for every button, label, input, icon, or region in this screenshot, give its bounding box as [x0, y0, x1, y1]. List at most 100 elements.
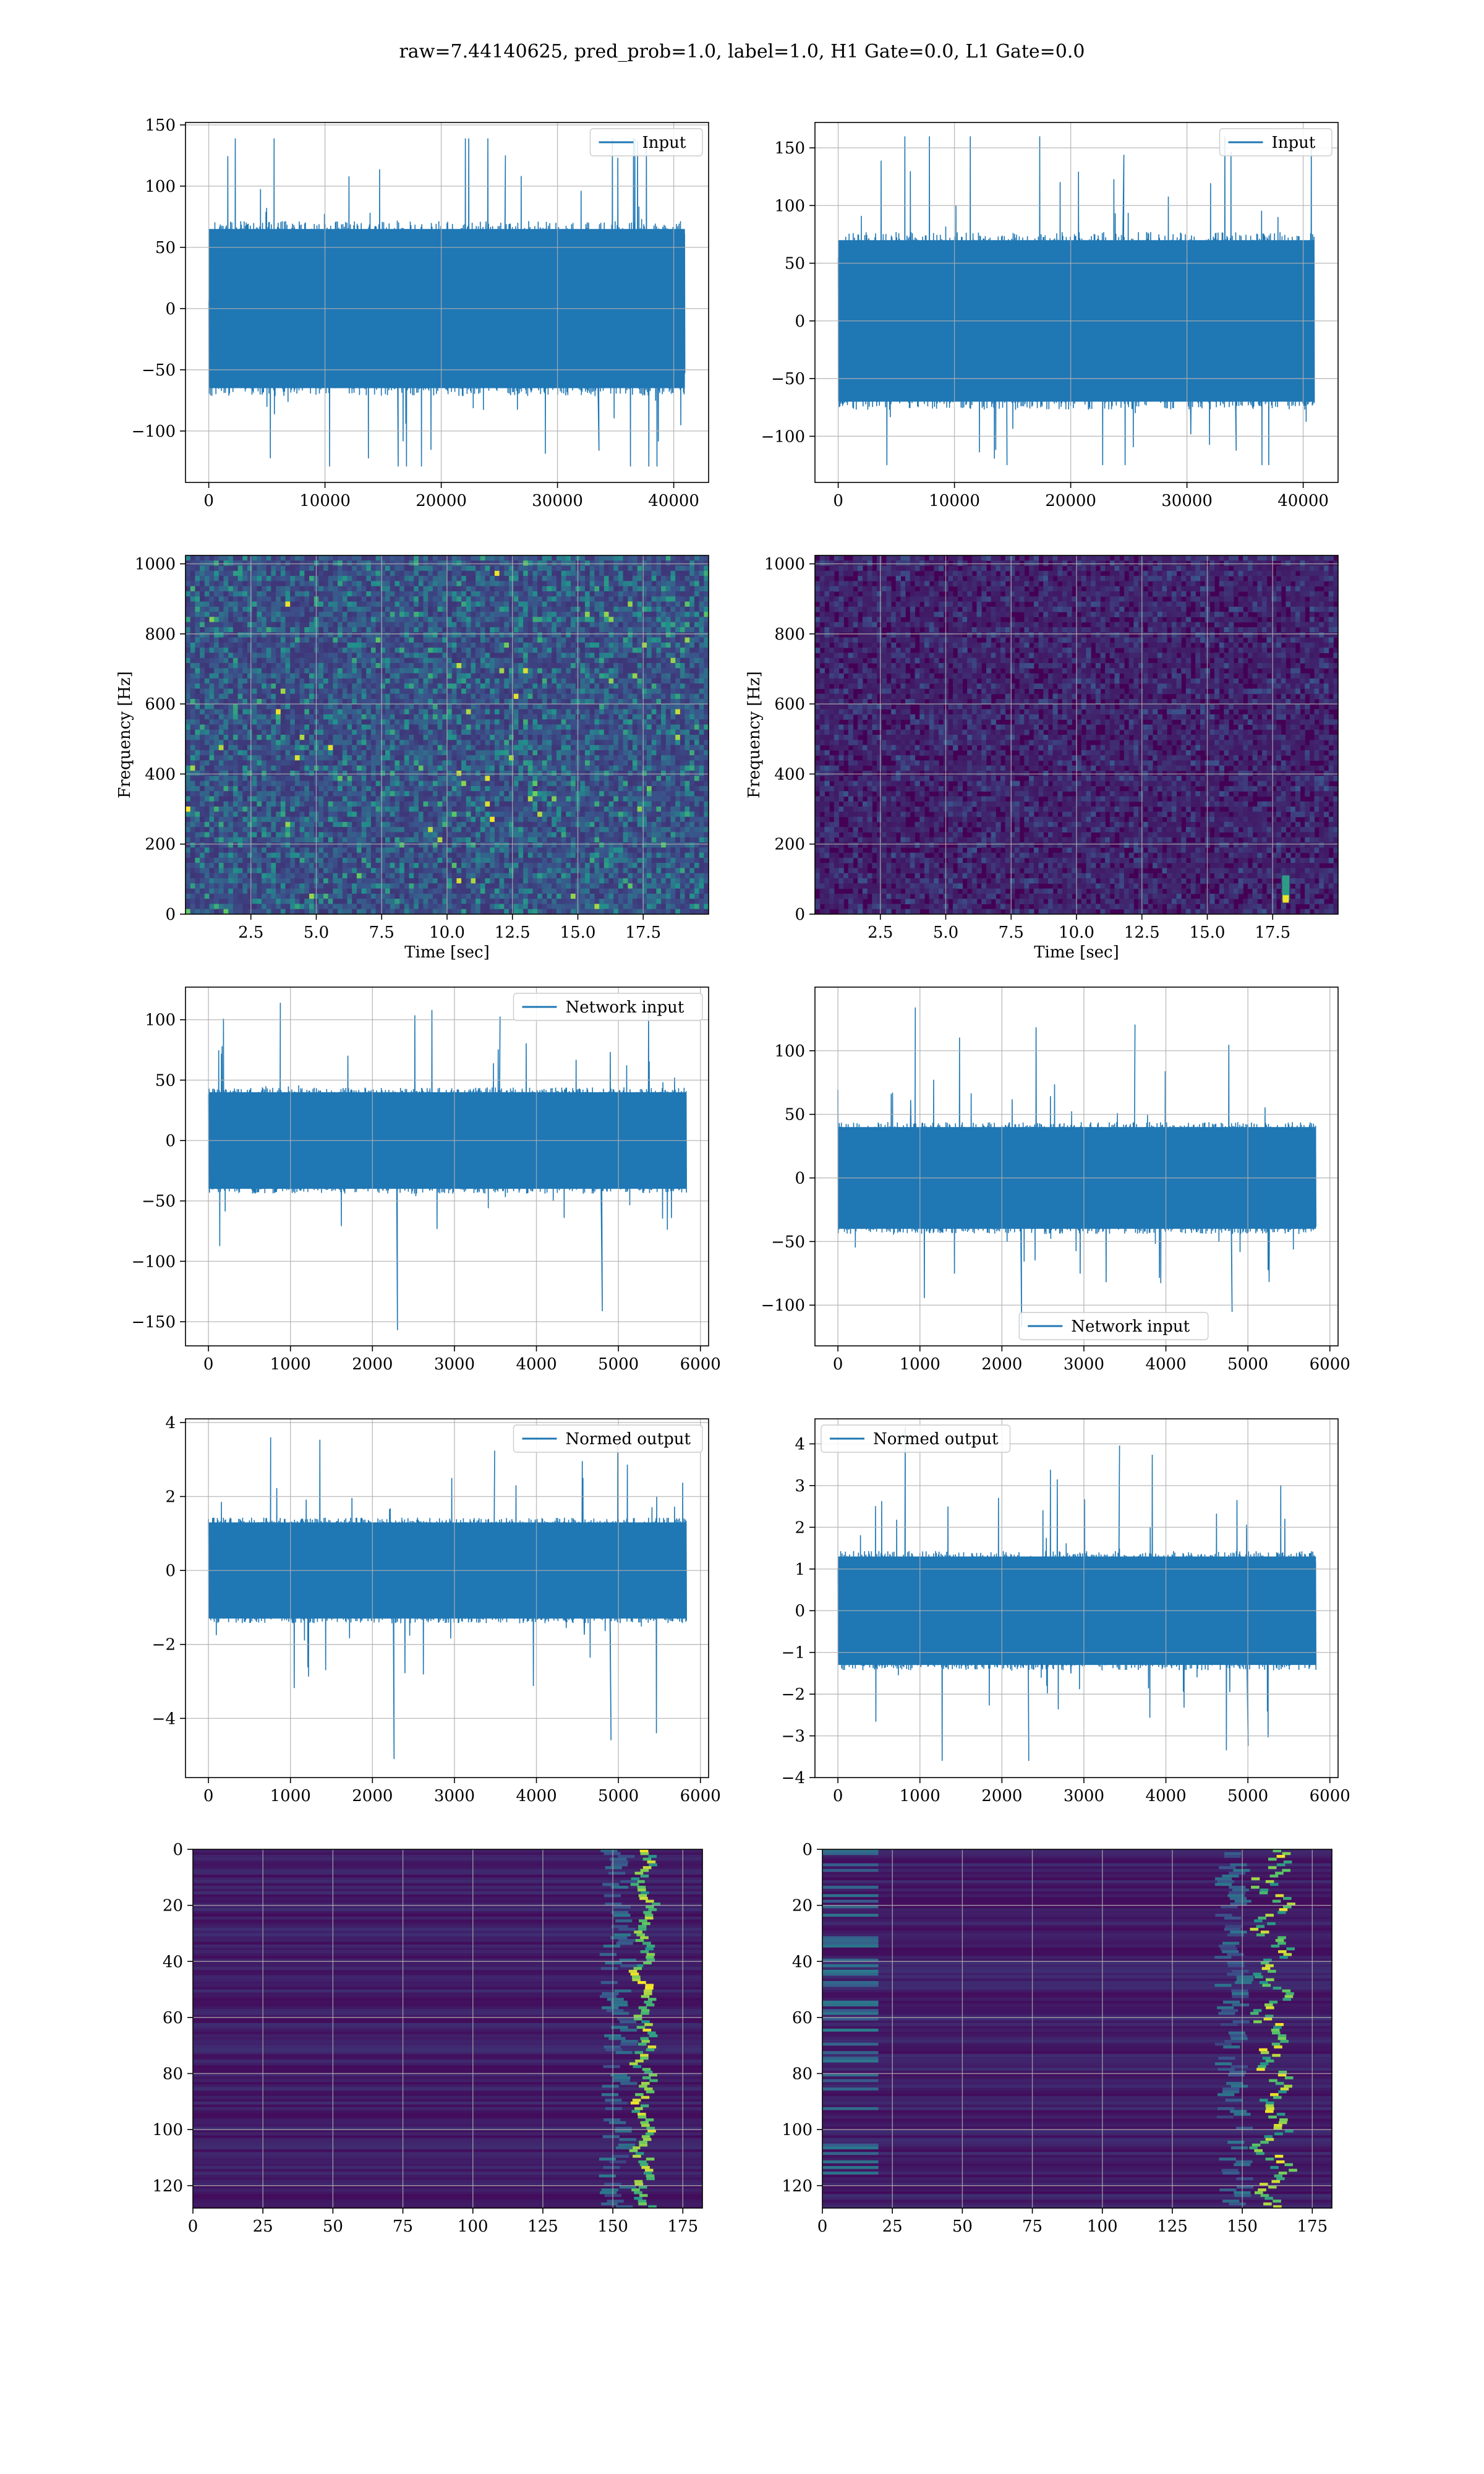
heatmap-cell	[675, 642, 681, 648]
heatmap-cell	[195, 688, 200, 695]
heatmap-cell	[603, 704, 610, 710]
heatmap-cell	[608, 596, 614, 602]
heatmap-cell	[209, 714, 215, 720]
heatmap-cell	[190, 657, 195, 664]
heatmap-cell	[228, 714, 234, 720]
heatmap-cell	[214, 637, 220, 643]
heatmap-cell	[684, 724, 690, 730]
heatmap-cell	[642, 755, 647, 761]
heatmap-cell	[304, 576, 310, 581]
heatmap-cell	[366, 581, 372, 587]
heatmap-cell	[299, 606, 305, 612]
heatmap-cell	[204, 760, 210, 766]
heatmap-cell	[571, 714, 576, 720]
heatmap-cell	[214, 735, 220, 740]
heatmap-cell	[642, 565, 647, 571]
heatmap-cell	[333, 601, 338, 607]
heatmap-cell	[190, 653, 195, 659]
heatmap-cell	[276, 719, 281, 725]
heatmap-cell	[689, 606, 695, 612]
heatmap-cell	[632, 668, 638, 674]
heatmap-cell	[437, 637, 443, 643]
heatmap-cell	[276, 693, 281, 700]
heatmap-cell	[428, 765, 433, 771]
heatmap-cell	[561, 617, 566, 623]
heatmap-cell	[589, 627, 595, 633]
heatmap-cell	[566, 560, 571, 567]
heatmap-cell	[394, 760, 400, 766]
heatmap-cell	[628, 755, 633, 761]
heatmap-cell	[613, 627, 619, 633]
heatmap-cell	[566, 683, 571, 689]
heatmap-cell	[456, 709, 462, 715]
heatmap-cell	[585, 724, 591, 730]
heatmap-cell	[623, 622, 628, 628]
heatmap-cell	[589, 560, 595, 567]
heatmap-cell	[471, 719, 476, 725]
heatmap-cell	[366, 683, 372, 689]
heatmap-cell	[237, 637, 243, 643]
heatmap-cell	[485, 724, 490, 730]
heatmap-cell	[352, 688, 357, 695]
heatmap-cell	[513, 745, 519, 751]
heatmap-cell	[509, 771, 514, 776]
heatmap-cell	[418, 663, 424, 669]
heatmap-cell	[694, 555, 700, 561]
heatmap-cell	[561, 683, 566, 689]
heatmap-cell	[451, 576, 457, 581]
heatmap-cell	[618, 729, 624, 735]
heatmap-cell	[504, 745, 510, 751]
heatmap-cell	[599, 729, 605, 735]
heatmap-cell	[480, 596, 486, 602]
heatmap-cell	[623, 591, 628, 597]
heatmap-cell	[509, 668, 514, 674]
heatmap-cell	[513, 683, 519, 689]
heatmap-cell	[247, 781, 253, 787]
heatmap-cell	[209, 596, 215, 602]
heatmap-cell	[442, 663, 448, 669]
heatmap-cell	[623, 745, 628, 751]
heatmap-cell	[399, 735, 405, 740]
heatmap-cell	[385, 632, 391, 638]
heatmap-cell	[414, 714, 419, 720]
heatmap-cell	[447, 735, 453, 740]
heatmap-cell	[309, 724, 315, 730]
heatmap-cell	[342, 693, 348, 700]
heatmap-cell	[647, 622, 652, 628]
heatmap-cell	[214, 776, 220, 782]
heatmap-cell	[471, 596, 476, 602]
heatmap-cell	[257, 709, 262, 715]
heatmap-cell	[642, 570, 647, 576]
heatmap-cell	[304, 729, 310, 735]
heatmap-cell	[385, 729, 391, 735]
heatmap-cell	[618, 570, 624, 576]
heatmap-cell	[262, 601, 267, 607]
heatmap-cell	[218, 637, 224, 643]
heatmap-cell	[232, 765, 239, 771]
heatmap-cell	[232, 729, 239, 735]
heatmap-cell	[218, 683, 224, 689]
heatmap-cell	[542, 596, 548, 602]
heatmap-cell	[375, 765, 381, 771]
heatmap-cell	[651, 642, 657, 648]
heatmap-cell	[370, 735, 377, 740]
heatmap-cell	[670, 596, 676, 602]
heatmap-cell	[432, 663, 438, 669]
heatmap-cell	[475, 581, 481, 587]
heatmap-cell	[266, 693, 271, 700]
heatmap-cell	[200, 755, 205, 761]
heatmap-cell	[214, 719, 220, 725]
heatmap-cell	[542, 668, 548, 674]
heatmap-cell	[356, 704, 362, 710]
heatmap-cell	[370, 699, 377, 704]
heatmap-cell	[642, 699, 647, 704]
heatmap-cell	[390, 678, 395, 684]
heatmap-cell	[347, 586, 352, 592]
heatmap-cell	[623, 714, 628, 720]
heatmap-cell	[294, 632, 301, 638]
heatmap-cell	[499, 632, 505, 638]
heatmap-cell	[380, 729, 386, 735]
heatmap-cell	[480, 565, 486, 571]
heatmap-cell	[418, 688, 424, 695]
heatmap-cell	[257, 612, 262, 617]
